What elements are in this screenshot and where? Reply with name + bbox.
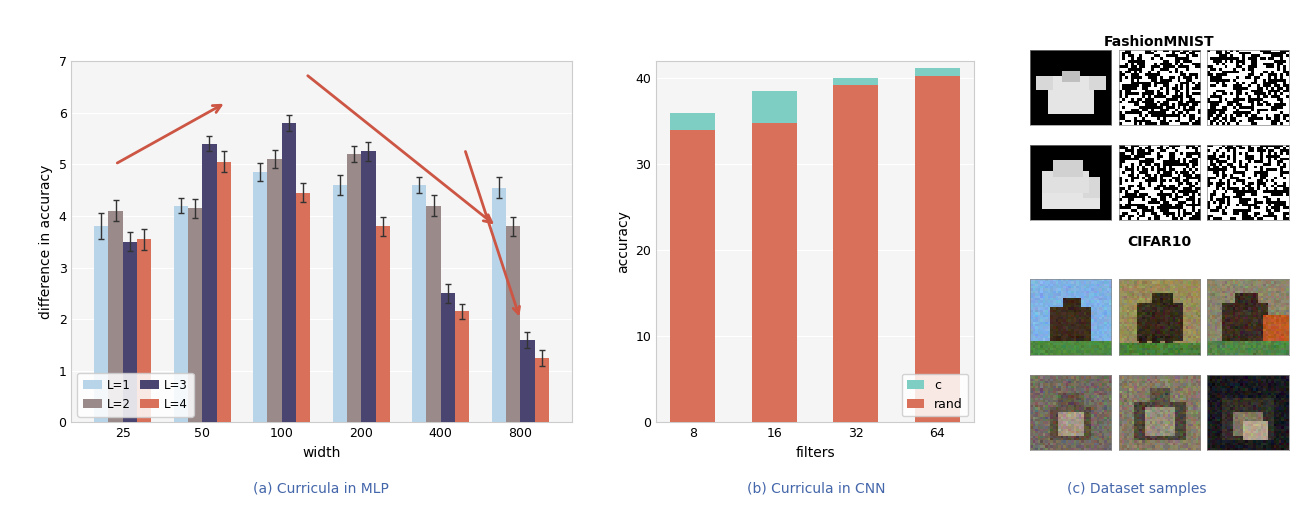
Bar [534,358,549,422]
Text: (c) Dataset samples: (c) Dataset samples [1066,482,1207,496]
Y-axis label: accuracy: accuracy [616,210,630,273]
Text: FashionMNIST: FashionMNIST [1104,35,1215,49]
Bar [347,154,361,422]
Bar [670,112,716,130]
Bar [333,185,347,422]
Bar [188,208,203,422]
Bar [914,68,960,76]
Bar [491,188,505,422]
Bar [203,144,217,422]
Bar [361,152,375,422]
X-axis label: width: width [303,446,340,460]
Text: CIFAR10: CIFAR10 [1128,235,1191,249]
Bar [440,293,455,422]
Bar [375,227,390,422]
Bar [426,206,440,422]
Bar [296,193,310,422]
Bar [752,91,796,123]
Legend: c, rand: c, rand [902,374,968,416]
Bar [834,78,878,85]
Bar [253,172,268,422]
Bar [268,159,282,422]
Text: (b) Curricula in CNN: (b) Curricula in CNN [747,482,885,496]
Bar [109,211,123,422]
Text: (a) Curricula in MLP: (a) Curricula in MLP [253,482,388,496]
Bar [282,123,296,422]
Legend: L=1, L=2, L=3, L=4: L=1, L=2, L=3, L=4 [78,373,194,416]
X-axis label: filters: filters [795,446,835,460]
Bar [138,239,152,422]
Bar [520,340,534,422]
Bar [914,76,960,422]
Bar [834,85,878,422]
Y-axis label: difference in accuracy: difference in accuracy [39,164,53,319]
Bar [412,185,426,422]
Bar [123,242,138,422]
Bar [670,130,716,422]
Bar [505,227,520,422]
Bar [217,162,231,422]
Bar [752,123,796,422]
Bar [174,206,188,422]
Bar [455,312,469,422]
Bar [95,227,109,422]
